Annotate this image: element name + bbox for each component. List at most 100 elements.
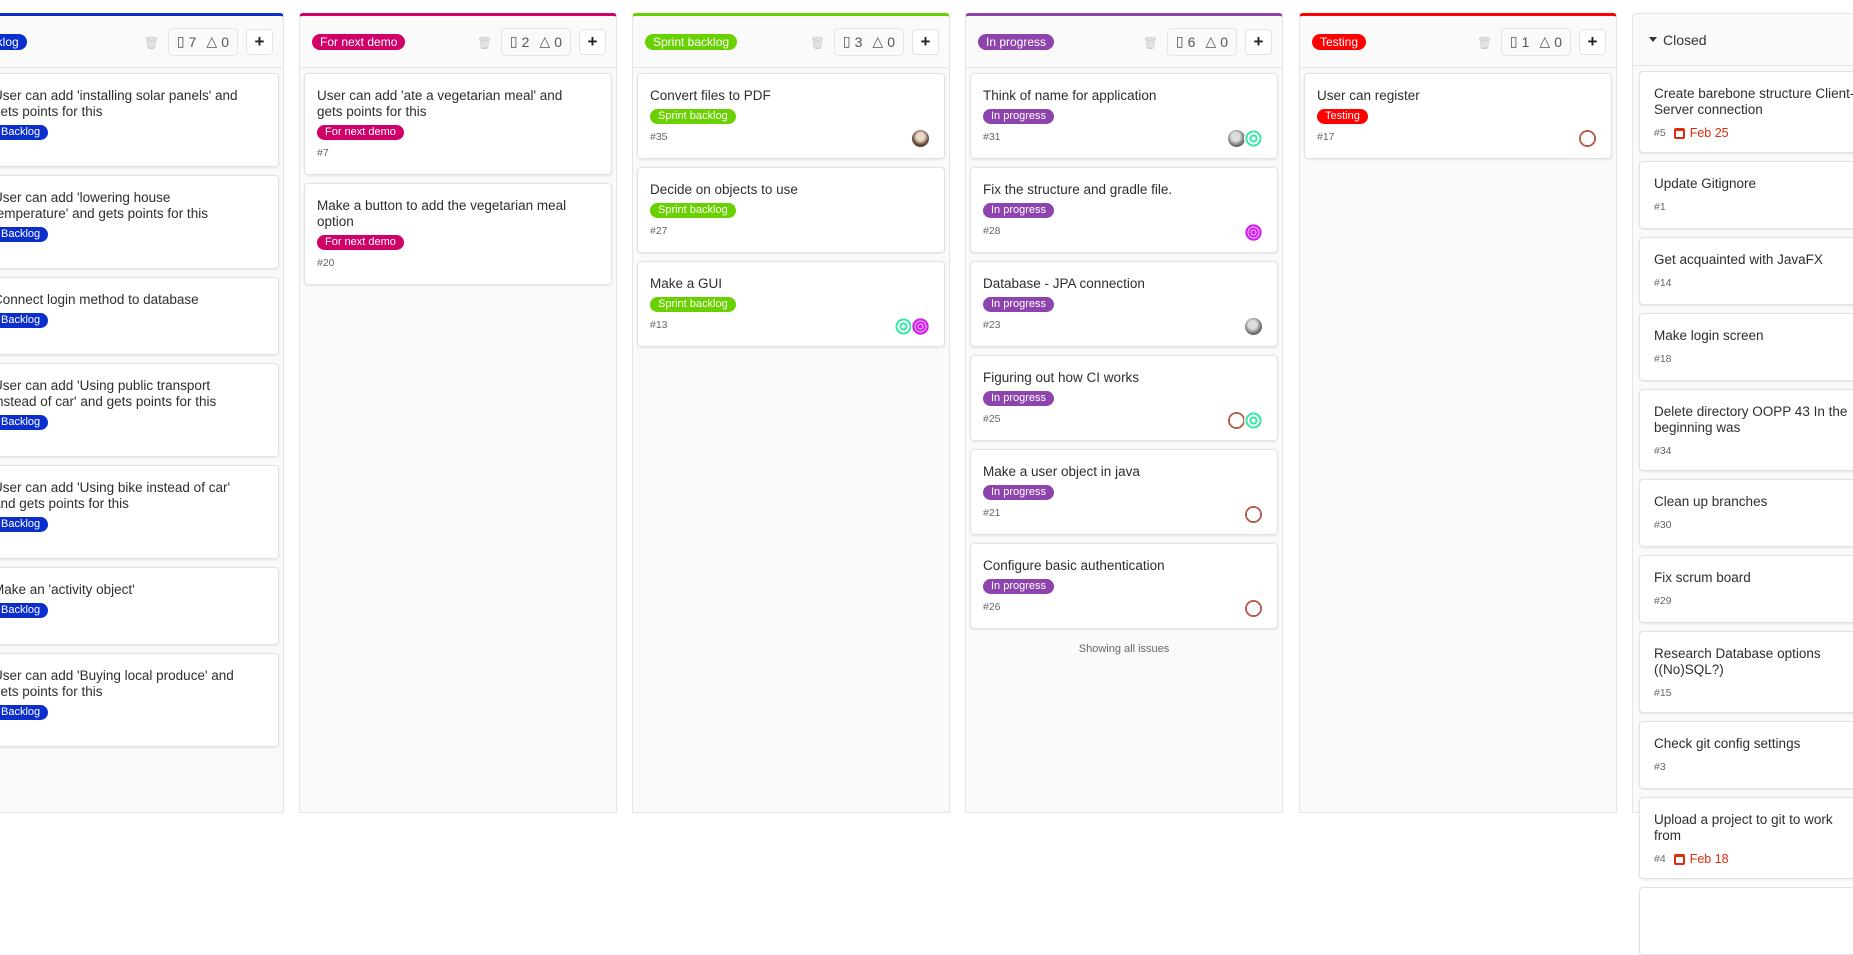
issue-title[interactable]: Research Database options ((No)SQL?): [1654, 646, 1821, 677]
issue-title[interactable]: Make a GUI: [650, 276, 723, 291]
avatar[interactable]: [911, 317, 930, 336]
issue-card[interactable]: User can register Testing #17: [1304, 73, 1612, 159]
add-issue-button[interactable]: +: [912, 28, 939, 55]
issue-card[interactable]: User can add 'lowering house temperature…: [0, 175, 279, 269]
add-issue-button[interactable]: +: [1245, 28, 1272, 55]
issue-card[interactable]: Convert files to PDF Sprint backlog #35: [637, 73, 945, 159]
issue-label[interactable]: For next demo: [317, 125, 404, 140]
trash-icon[interactable]: 🗑: [476, 35, 493, 50]
issue-title[interactable]: Convert files to PDF: [650, 88, 771, 103]
issue-card[interactable]: Fix scrum board #29: [1639, 555, 1853, 623]
issue-title[interactable]: User can register: [1317, 88, 1420, 103]
issue-label[interactable]: For next demo: [317, 235, 404, 250]
issue-label[interactable]: In progress: [983, 579, 1055, 594]
avatar[interactable]: [1244, 223, 1263, 242]
issue-title[interactable]: Update Gitignore: [1654, 176, 1757, 191]
issue-title[interactable]: Make an 'activity object': [0, 582, 135, 597]
issue-card[interactable]: Clean up branches #30: [1639, 479, 1853, 547]
issue-card[interactable]: Make a button to add the vegetarian meal…: [304, 183, 612, 285]
issue-title[interactable]: Make a button to add the vegetarian meal…: [317, 198, 567, 229]
issue-card[interactable]: Make login screen #18: [1639, 313, 1853, 381]
list-label[interactable]: Backlog: [0, 33, 27, 50]
issue-title[interactable]: Fix the structure and gradle file.: [983, 182, 1173, 197]
issue-card[interactable]: Figuring out how CI works In progress #25: [970, 355, 1278, 441]
issue-card[interactable]: Make an 'activity object' Backlog: [0, 567, 279, 645]
issue-label[interactable]: Sprint backlog: [650, 203, 736, 218]
issue-title[interactable]: User can add 'installing solar panels' a…: [0, 88, 238, 119]
closed-header[interactable]: Closed: [1633, 14, 1853, 66]
issue-card[interactable]: User can add 'ate a vegetarian meal' and…: [304, 73, 612, 175]
issue-title[interactable]: User can add 'Using public transport ins…: [0, 378, 217, 409]
trash-icon[interactable]: 🗑: [143, 35, 160, 50]
avatar[interactable]: [1244, 411, 1263, 430]
trash-icon[interactable]: 🗑: [1476, 35, 1493, 50]
issue-label[interactable]: Backlog: [0, 313, 49, 328]
issue-card[interactable]: Think of name for application In progress…: [970, 73, 1278, 159]
avatar[interactable]: [1244, 317, 1263, 336]
issue-title[interactable]: User can add 'ate a vegetarian meal' and…: [317, 88, 563, 119]
issue-label[interactable]: In progress: [983, 391, 1055, 406]
issue-title[interactable]: Check git config settings: [1654, 736, 1801, 751]
issue-card[interactable]: Configure basic authentication In progres…: [970, 543, 1278, 629]
add-issue-button[interactable]: +: [1579, 28, 1606, 55]
avatar[interactable]: [1244, 599, 1263, 618]
issue-title[interactable]: Think of name for application: [983, 88, 1157, 103]
issue-card[interactable]: Get acquainted with JavaFX #14: [1639, 237, 1853, 305]
issue-label[interactable]: Testing: [1317, 109, 1368, 124]
issue-card[interactable]: User can add 'Buying local produce' and …: [0, 653, 279, 747]
issue-card[interactable]: Fix the structure and gradle file. In pro…: [970, 167, 1278, 253]
issue-label[interactable]: In progress: [983, 485, 1055, 500]
issue-card[interactable]: Create barebone structure Client-Server …: [1639, 71, 1853, 153]
issue-card[interactable]: Delete directory OOPP 43 In the beginnin…: [1639, 389, 1853, 471]
trash-icon[interactable]: 🗑: [809, 35, 826, 50]
issue-title[interactable]: Decide on objects to use: [650, 182, 798, 197]
issue-label[interactable]: Sprint backlog: [650, 109, 736, 124]
list-label[interactable]: In progress: [978, 33, 1055, 50]
issue-title[interactable]: Make login screen: [1654, 328, 1764, 343]
issue-label[interactable]: Sprint backlog: [650, 297, 736, 312]
issue-label[interactable]: In progress: [983, 297, 1055, 312]
issue-label[interactable]: In progress: [983, 109, 1055, 124]
issue-label[interactable]: Backlog: [0, 603, 49, 618]
issue-title[interactable]: Connect login method to database: [0, 292, 199, 307]
issue-card[interactable]: Database - JPA connection In progress #23: [970, 261, 1278, 347]
issue-title[interactable]: User can add 'Buying local produce' and …: [0, 668, 234, 699]
issue-card[interactable]: Decide on objects to use Sprint backlog #2…: [637, 167, 945, 253]
caret-down-icon[interactable]: [1649, 37, 1657, 42]
list-label[interactable]: Sprint backlog: [645, 33, 738, 50]
issue-card[interactable]: Upload a project to git to work from #4 Fe…: [1639, 797, 1853, 879]
issue-card[interactable]: Make a user object in java In progress #21: [970, 449, 1278, 535]
issue-title[interactable]: Create barebone structure Client-Server …: [1654, 86, 1853, 117]
issue-card[interactable]: User can add 'Using bike instead of car'…: [0, 465, 279, 559]
issue-card[interactable]: Connect login method to database Backlog: [0, 277, 279, 355]
issue-title[interactable]: Get acquainted with JavaFX: [1654, 252, 1823, 267]
list-label[interactable]: For next demo: [312, 33, 406, 50]
issue-card[interactable]: Check git config settings #3: [1639, 721, 1853, 789]
avatar[interactable]: [1244, 505, 1263, 524]
trash-icon[interactable]: 🗑: [1142, 35, 1159, 50]
issue-card[interactable]: Update Gitignore #1: [1639, 161, 1853, 229]
issue-title[interactable]: Clean up branches: [1654, 494, 1768, 509]
issue-title[interactable]: User can add 'Using bike instead of car'…: [0, 480, 231, 511]
issue-label[interactable]: Backlog: [0, 415, 49, 430]
issue-label[interactable]: Backlog: [0, 705, 49, 720]
issue-title[interactable]: User can add 'lowering house temperature…: [0, 190, 208, 221]
add-issue-button[interactable]: +: [579, 28, 606, 55]
avatar[interactable]: [911, 129, 930, 148]
issue-title[interactable]: Make a user object in java: [983, 464, 1140, 479]
add-issue-button[interactable]: +: [246, 28, 273, 55]
issue-label[interactable]: Backlog: [0, 517, 49, 532]
issue-title[interactable]: Configure basic authentication: [983, 558, 1165, 573]
issue-label[interactable]: Backlog: [0, 227, 49, 242]
issue-title[interactable]: Figuring out how CI works: [983, 370, 1140, 385]
issue-title[interactable]: Database - JPA connection: [983, 276, 1145, 291]
avatar[interactable]: [1244, 129, 1263, 148]
issue-title[interactable]: Fix scrum board: [1654, 570, 1751, 585]
issue-card[interactable]: Research Database options ((No)SQL?) #15: [1639, 631, 1853, 713]
issue-card[interactable]: [1639, 887, 1853, 955]
issue-title[interactable]: Delete directory OOPP 43 In the beginnin…: [1654, 404, 1848, 435]
issue-label[interactable]: Backlog: [0, 125, 49, 140]
issue-card[interactable]: User can add 'installing solar panels' a…: [0, 73, 279, 167]
issue-card[interactable]: User can add 'Using public transport ins…: [0, 363, 279, 457]
list-label[interactable]: Testing: [1312, 33, 1367, 50]
